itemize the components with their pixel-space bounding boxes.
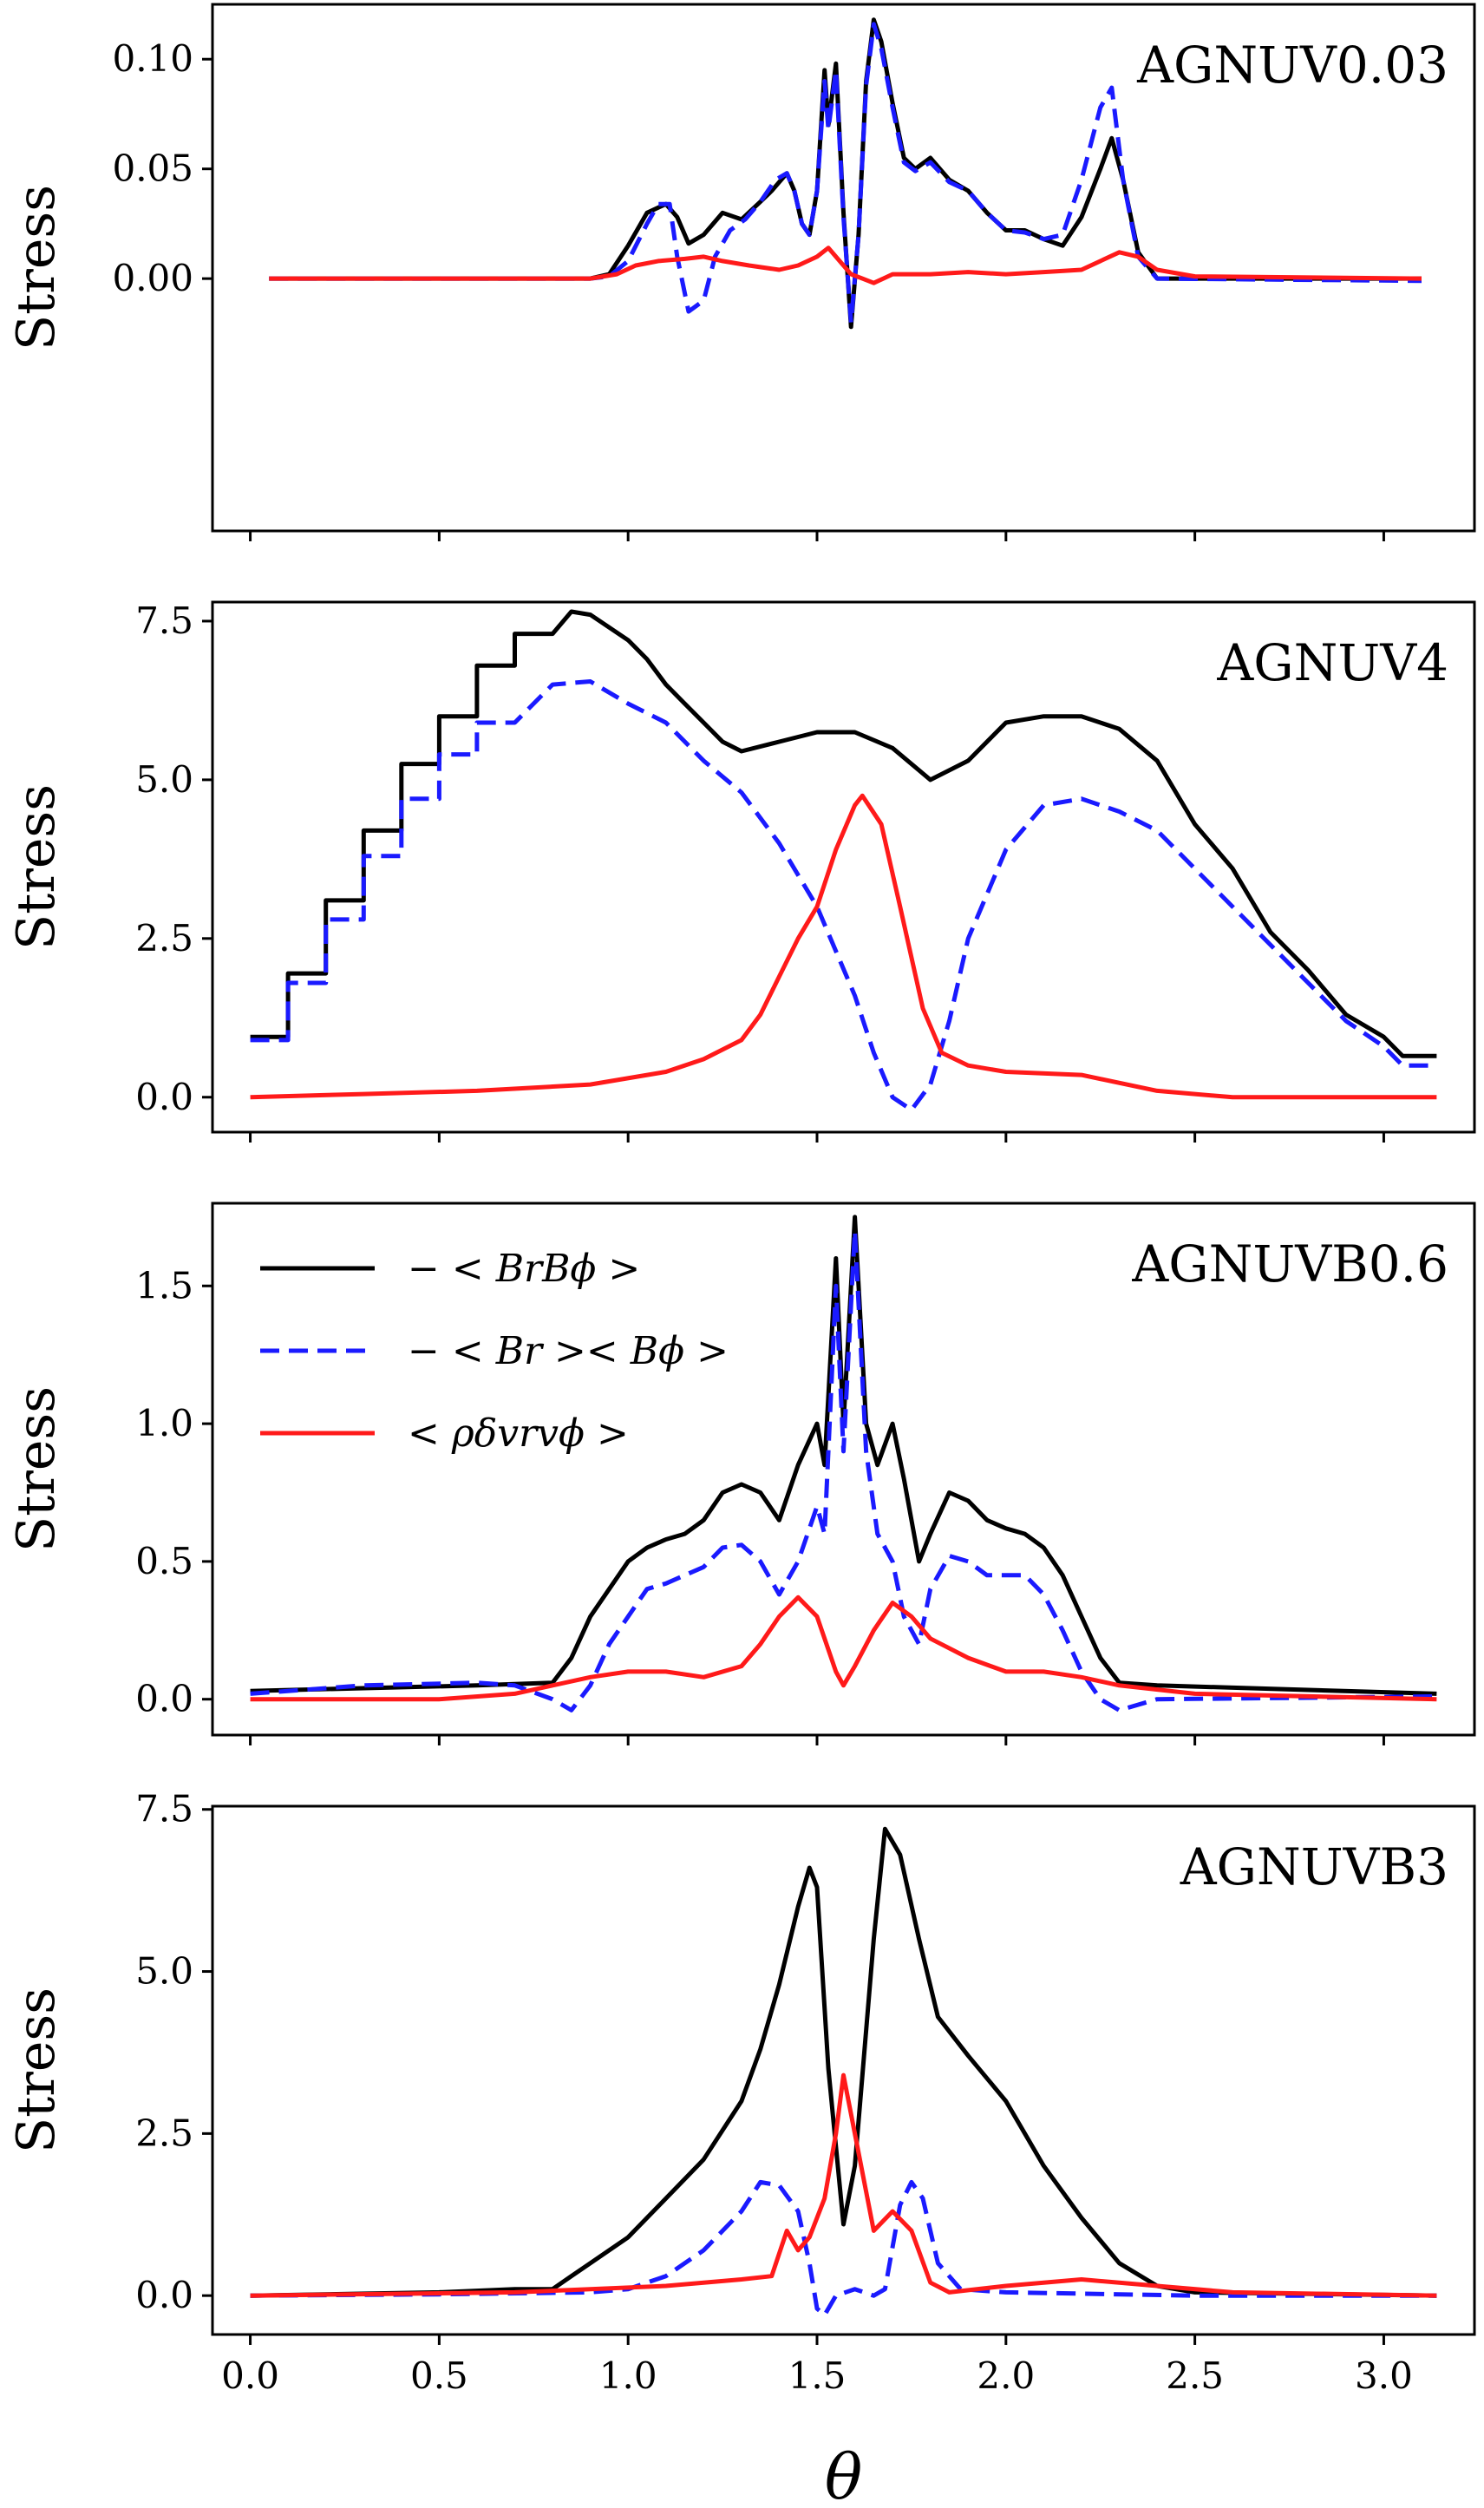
- series-group: [269, 17, 1422, 330]
- y-tick-label: 5.0: [135, 1950, 193, 1993]
- panel-4: 0.0 2.5 5.0 7.5 0.0 0.5 1.0 1.5 2.0 2.5 3.0 Stress A…: [6, 1788, 1476, 2508]
- legend: − < BrBϕ > − < Br >< Bϕ > < ρδvrvϕ >: [260, 1247, 729, 1456]
- y-tick-label: 0.00: [112, 257, 193, 299]
- legend-label-2: − < Br >< Bϕ >: [408, 1329, 729, 1373]
- series-line-1: [250, 1826, 1437, 2298]
- series-line-2: [269, 22, 1422, 325]
- legend-label-1: − < BrBϕ >: [408, 1247, 640, 1291]
- x-axis-label: θ: [825, 2440, 862, 2508]
- y-axis-label: Stress: [6, 185, 67, 350]
- series-line-1: [269, 17, 1422, 330]
- x-tick-label: 1.0: [599, 2354, 657, 2397]
- x-tick-label: 1.5: [788, 2354, 847, 2397]
- y-tick-label: 5.0: [135, 758, 193, 801]
- y-tick-label: 2.5: [135, 2112, 193, 2154]
- panel-title: AGNUV0.03: [1136, 36, 1448, 95]
- x-tick-label: 3.0: [1355, 2354, 1413, 2397]
- y-tick-label: 0.5: [135, 1540, 193, 1582]
- series-group: [250, 609, 1437, 1112]
- plot-frame: [211, 600, 1476, 1134]
- x-tick-label: 0.5: [410, 2354, 468, 2397]
- y-tick-label: 0.0: [135, 2274, 193, 2316]
- panel-title: AGNUVB0.6: [1131, 1234, 1448, 1293]
- y-axis-label: Stress: [6, 1987, 67, 2153]
- panel-1: 0.00 0.05 0.10 Stress AGNUV0.03: [6, 3, 1476, 541]
- panel-title: AGNUVB3: [1180, 1837, 1448, 1896]
- series-group: [250, 1826, 1437, 2318]
- panel-title: AGNUV4: [1216, 633, 1448, 692]
- y-tick-label: 7.5: [135, 599, 193, 642]
- y-tick-label: 0.10: [112, 37, 193, 80]
- series-line-2: [250, 679, 1437, 1112]
- x-tick-label: 0.0: [221, 2354, 279, 2397]
- series-group: [250, 1215, 1437, 1712]
- y-axis-label: Stress: [6, 784, 67, 950]
- series-line-3: [250, 793, 1437, 1100]
- plot-frame: [211, 1202, 1476, 1737]
- series-line-2: [250, 1228, 1437, 1712]
- y-tick-label: 2.5: [135, 917, 193, 959]
- legend-label-3: < ρδvrvϕ >: [408, 1411, 629, 1456]
- panel-2: 0.0 2.5 5.0 7.5 Stress AGNUV4: [6, 599, 1476, 1143]
- panel-3: 0.0 0.5 1.0 1.5 Stress AGNUVB0.6: [6, 1202, 1476, 1745]
- x-tick-label: 2.0: [977, 2354, 1035, 2397]
- series-line-3: [250, 1595, 1437, 1702]
- plot-frame: [211, 1804, 1476, 2336]
- y-axis-label: Stress: [6, 1386, 67, 1552]
- series-line-2: [250, 2179, 1437, 2318]
- series-line-3: [250, 2073, 1437, 2298]
- series-line-3: [269, 246, 1422, 285]
- y-tick-label: 0.05: [112, 147, 193, 190]
- series-line-1: [250, 609, 1437, 1058]
- plot-frame: [211, 3, 1476, 533]
- y-tick-label: 0.0: [135, 1076, 193, 1118]
- y-tick-label: 0.0: [135, 1678, 193, 1720]
- y-tick-label: 1.5: [135, 1264, 193, 1306]
- y-tick-label: 7.5: [135, 1788, 193, 1830]
- x-tick-label: 2.5: [1166, 2354, 1224, 2397]
- y-tick-label: 1.0: [135, 1402, 193, 1444]
